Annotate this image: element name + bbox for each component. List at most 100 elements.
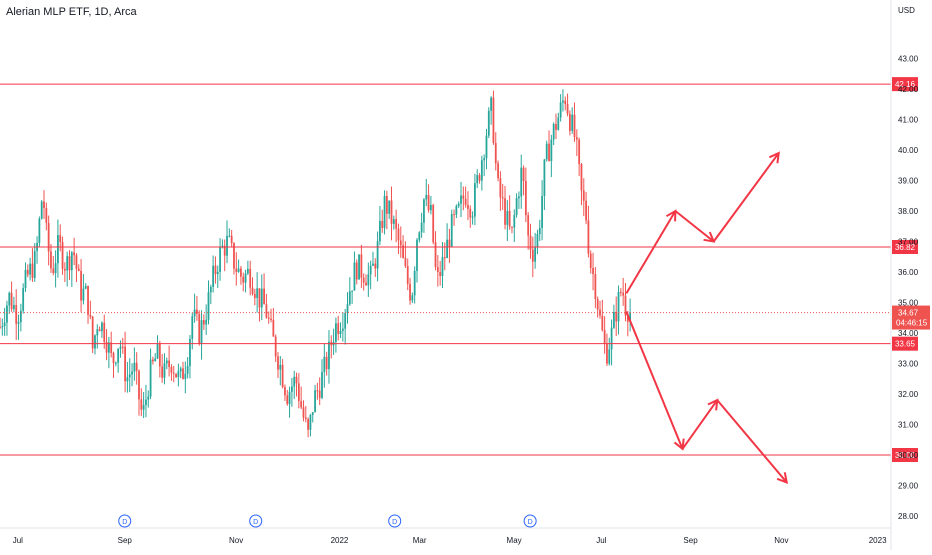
candle-body: [126, 377, 129, 382]
candle-body: [235, 268, 238, 272]
candle-body: [402, 245, 404, 258]
candle-body: [31, 263, 34, 278]
candle-body: [508, 210, 511, 227]
candle-body: [568, 113, 571, 131]
candle-body: [325, 356, 328, 370]
y-tick-label: 30.00: [898, 451, 919, 460]
candle-body: [596, 299, 599, 310]
candle-body: [360, 254, 363, 278]
candle-body: [418, 232, 421, 240]
candle-body: [119, 346, 122, 349]
candle-body: [545, 143, 548, 160]
candle-body: [562, 100, 564, 103]
candle-body: [10, 292, 13, 310]
dividend-marker: [523, 514, 537, 528]
candle-body: [432, 204, 435, 243]
candle-body: [260, 288, 263, 308]
y-tick-label: 37.00: [898, 238, 919, 247]
candle-body: [101, 322, 103, 332]
x-tick-label: May: [507, 536, 522, 545]
y-tick-label: 36.00: [898, 268, 919, 277]
candle-body: [168, 360, 171, 367]
candle-body: [531, 249, 534, 262]
candle-body: [233, 243, 235, 269]
candle-body: [297, 383, 300, 402]
candle-body: [124, 346, 126, 382]
candle-body: [212, 265, 215, 287]
candle-body: [429, 204, 432, 211]
candle-body: [219, 247, 221, 272]
projection-arrow-head: [776, 472, 789, 485]
candle-body: [379, 221, 381, 242]
candles-layer: [0, 89, 632, 438]
candle-body: [337, 323, 340, 334]
candle-body: [524, 180, 527, 216]
candle-body: [147, 396, 150, 400]
candle-body: [573, 114, 576, 138]
level-label-box: [892, 77, 918, 92]
candle-body: [26, 269, 29, 275]
candle-body: [548, 143, 550, 162]
candle-body: [346, 304, 349, 314]
candle-body: [47, 222, 50, 252]
candle-body: [589, 253, 592, 268]
candle-body: [145, 399, 147, 406]
candle-body: [513, 215, 516, 228]
candle-body: [448, 239, 451, 247]
candle-body: [439, 272, 442, 276]
candle-body: [318, 390, 321, 398]
candle-body: [270, 318, 272, 320]
candle-body: [33, 251, 36, 278]
candle-body: [288, 391, 291, 405]
candle-body: [543, 159, 546, 196]
candle-body: [587, 220, 590, 254]
candle-body: [131, 371, 133, 375]
candle-body: [1, 325, 4, 328]
candle-body: [59, 235, 62, 243]
candle-body: [281, 364, 284, 387]
candle-body: [29, 263, 32, 275]
candle-body: [564, 100, 567, 105]
dividend-marker: [118, 514, 132, 528]
candle-body: [328, 341, 330, 370]
candle-body: [420, 222, 423, 233]
y-tick-label: 29.00: [898, 482, 919, 491]
candle-body: [348, 291, 351, 305]
candle-body: [409, 283, 411, 301]
candle-body: [50, 251, 52, 269]
candle-body: [434, 242, 437, 268]
candle-body: [66, 256, 69, 271]
y-tick-label: 40.00: [898, 146, 919, 155]
y-tick-label: 31.00: [898, 421, 919, 430]
candle-body: [61, 242, 64, 269]
candle-body: [594, 274, 597, 300]
candle-body: [615, 311, 618, 322]
candle-body: [580, 164, 583, 191]
candle-body: [335, 323, 337, 343]
candle-body: [599, 309, 601, 316]
candle-body: [110, 342, 113, 353]
candle-body: [40, 201, 43, 219]
candle-body: [161, 366, 164, 378]
dividend-marker: [249, 514, 263, 528]
projection-arrow-segment: [681, 399, 719, 450]
candle-body: [483, 158, 486, 161]
candle-body: [575, 137, 578, 140]
candle-body: [149, 359, 152, 397]
candle-body: [374, 263, 377, 269]
y-tick-label: 34.00: [898, 329, 919, 338]
candle-body: [244, 273, 247, 283]
projection-arrow-segment: [625, 210, 677, 294]
candle-body: [592, 267, 594, 275]
candle-body: [511, 226, 513, 228]
candle-body: [189, 338, 191, 367]
projection-arrow-segment: [674, 210, 715, 243]
candle-body: [344, 313, 347, 329]
candle-body: [395, 219, 398, 229]
candle-body: [413, 270, 416, 296]
candle-body: [8, 292, 11, 306]
projection-arrow-segment: [625, 311, 684, 450]
